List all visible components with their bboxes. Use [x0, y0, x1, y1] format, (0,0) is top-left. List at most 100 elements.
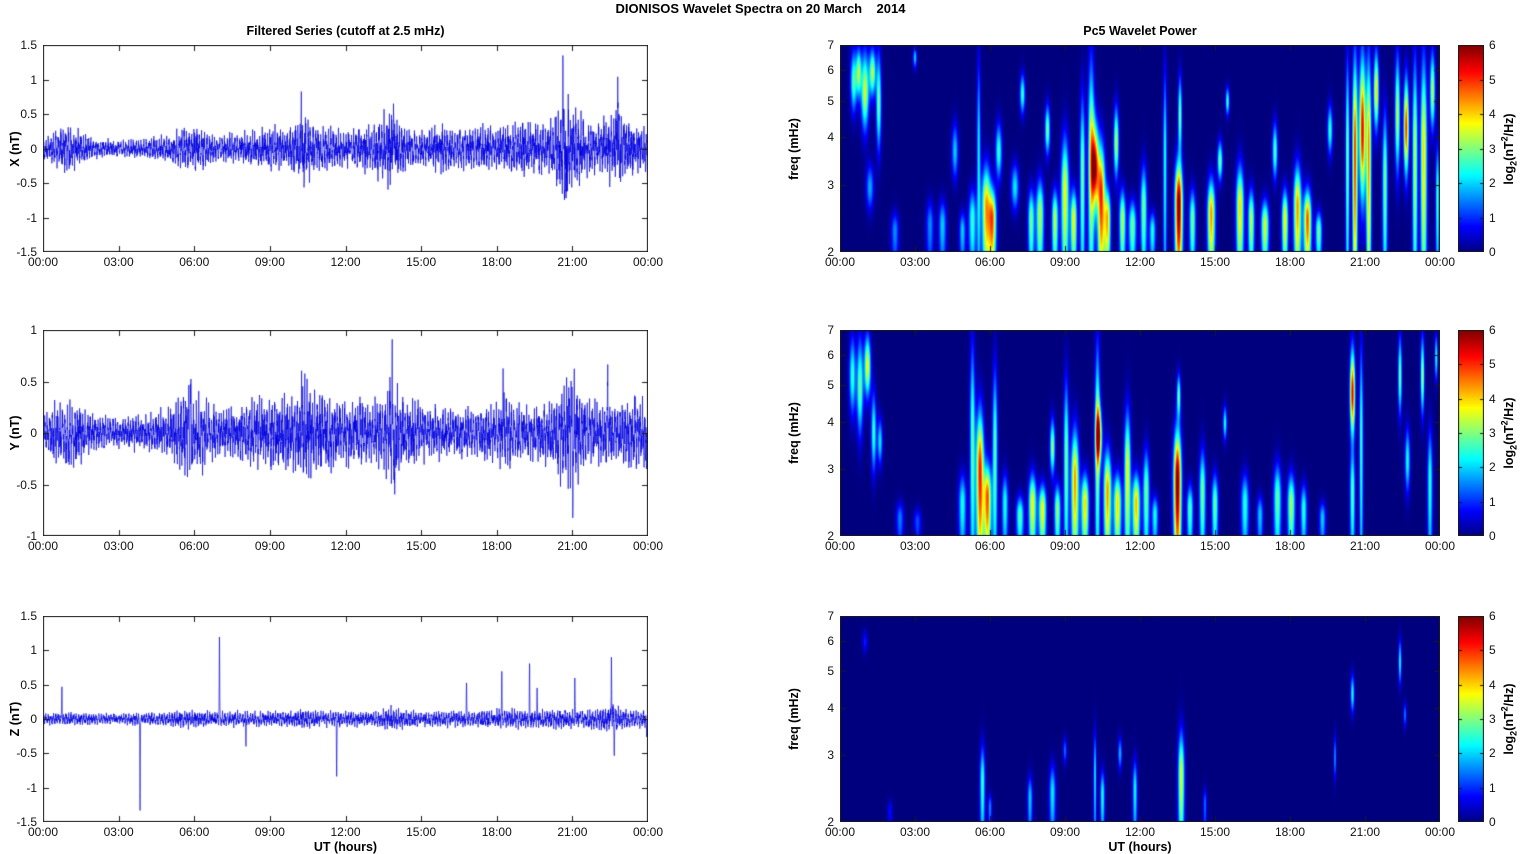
x-tick-label: 09:00 [1049, 825, 1081, 839]
freq-tick-label: 6 [827, 63, 834, 78]
wavelet-z-spectrogram [840, 616, 1440, 822]
x-tick-label: 03:00 [103, 539, 134, 553]
freq-tick-label: 5 [827, 378, 834, 393]
x-tick-label: 00:00 [824, 539, 856, 553]
x-tick-label: 03:00 [103, 825, 134, 839]
colorbar-z-canvas [1458, 616, 1484, 822]
timeseries-y-canvas [43, 330, 648, 536]
x-tick-label: 03:00 [103, 255, 134, 269]
wavelet-x-canvas [840, 45, 1440, 252]
freq-tick-label: 3 [827, 748, 834, 763]
colorbar-tick-label: 4 [1489, 107, 1496, 121]
x-tick-label: 03:00 [899, 539, 931, 553]
colorbar-tick-label: 0 [1489, 529, 1496, 543]
x-tick-label: 15:00 [406, 255, 437, 269]
x-tick-label: 12:00 [1124, 539, 1156, 553]
colorbar-x [1458, 45, 1484, 252]
y-tick-label: 0 [30, 426, 37, 440]
y-tick-label: 1.5 [20, 38, 37, 52]
y-tick-label: 0.5 [20, 374, 37, 389]
y-tick-label: -0.5 [16, 477, 37, 492]
x-tick-label: 00:00 [1424, 255, 1456, 269]
x-tick-label: 12:00 [1124, 825, 1156, 839]
x-tick-label: 18:00 [481, 255, 512, 269]
wavelet-z-ylabel: freq (mHz) [787, 688, 801, 750]
colorbar-tick-label: 6 [1489, 609, 1496, 623]
x-tick-label: 09:00 [1049, 255, 1081, 269]
y-tick-label: -0.5 [16, 746, 37, 761]
right-column-title: Pc5 Wavelet Power [1083, 24, 1197, 38]
x-tick-label: 00:00 [27, 825, 59, 839]
wavelet-y-canvas [840, 330, 1440, 536]
colorbar-tick-label: 2 [1489, 460, 1496, 475]
colorbar-tick-label: 2 [1489, 746, 1496, 761]
y-tick-label: -1 [26, 529, 37, 543]
x-tick-label: 03:00 [899, 255, 931, 269]
wavelet-z-canvas [840, 616, 1440, 822]
x-tick-label: 00:00 [824, 825, 856, 839]
x-tick-label: 15:00 [406, 825, 437, 839]
freq-tick-label: 4 [827, 415, 834, 430]
x-tick-label: 15:00 [1199, 825, 1231, 839]
timeseries-z-plot [43, 616, 648, 822]
x-tick-label: 03:00 [899, 825, 931, 839]
x-tick-label: 18:00 [1274, 539, 1306, 553]
x-tick-label: 06:00 [974, 255, 1006, 269]
x-tick-label: 00:00 [1424, 539, 1456, 553]
freq-tick-label: 2 [827, 815, 834, 829]
x-tick-label: 21:00 [557, 539, 588, 553]
y-tick-label: 1.5 [20, 609, 37, 623]
freq-tick-label: 7 [827, 609, 834, 623]
x-tick-label: 00:00 [27, 539, 59, 553]
colorbar-y-canvas [1458, 330, 1484, 536]
colorbar-tick-label: 3 [1489, 712, 1496, 726]
x-tick-label: 12:00 [330, 255, 361, 269]
y-tick-label: 0 [30, 712, 37, 726]
colorbar-tick-label: 6 [1489, 38, 1496, 52]
x-tick-label: 06:00 [179, 825, 210, 839]
y-tick-label: 1 [30, 643, 37, 658]
x-tick-label: 06:00 [974, 539, 1006, 553]
freq-tick-label: 2 [827, 245, 834, 259]
x-tick-label: 12:00 [1124, 255, 1156, 269]
x-tick-label: 12:00 [330, 825, 361, 839]
freq-tick-label: 6 [827, 634, 834, 649]
x-tick-label: 18:00 [1274, 825, 1306, 839]
x-tick-label: 21:00 [1349, 825, 1381, 839]
y-tick-label: 0.5 [20, 107, 37, 121]
colorbar-tick-label: 6 [1489, 323, 1496, 337]
y-tick-label: -0.5 [16, 176, 37, 190]
x-tick-label: 15:00 [1199, 539, 1231, 553]
y-tick-label: 1 [30, 323, 37, 337]
x-tick-label: 00:00 [27, 255, 59, 269]
colorbar-x-canvas [1458, 45, 1484, 252]
x-tick-label: 18:00 [481, 539, 512, 553]
x-tick-label: 09:00 [254, 825, 285, 839]
x-tick-label: 15:00 [406, 539, 437, 553]
freq-tick-label: 3 [827, 462, 834, 477]
timeseries-y-plot [43, 330, 648, 536]
x-tick-label: 18:00 [1274, 255, 1306, 269]
colorbar-tick-label: 4 [1489, 677, 1496, 692]
timeseries-z-canvas [43, 616, 648, 822]
freq-tick-label: 2 [827, 529, 834, 543]
x-tick-label: 00:00 [824, 255, 856, 269]
freq-tick-label: 3 [827, 178, 834, 192]
x-tick-label: 06:00 [179, 255, 210, 269]
right-xaxis-label: UT (hours) [1108, 840, 1172, 854]
y-tick-label: -1 [26, 780, 37, 795]
timeseries-x-plot [43, 45, 648, 252]
colorbar-tick-label: 3 [1489, 141, 1496, 156]
freq-tick-label: 7 [827, 38, 834, 52]
x-tick-label: 18:00 [481, 825, 512, 839]
x-tick-label: 00:00 [632, 539, 664, 553]
wavelet-y-spectrogram [840, 330, 1440, 536]
colorbar-tick-label: 2 [1489, 176, 1496, 190]
wavelet-x-spectrogram [840, 45, 1440, 252]
colorbar-tick-label: 3 [1489, 426, 1496, 440]
x-tick-label: 00:00 [632, 825, 664, 839]
colorbar-z [1458, 616, 1484, 822]
x-tick-label: 09:00 [254, 539, 285, 553]
freq-tick-label: 4 [827, 130, 834, 145]
